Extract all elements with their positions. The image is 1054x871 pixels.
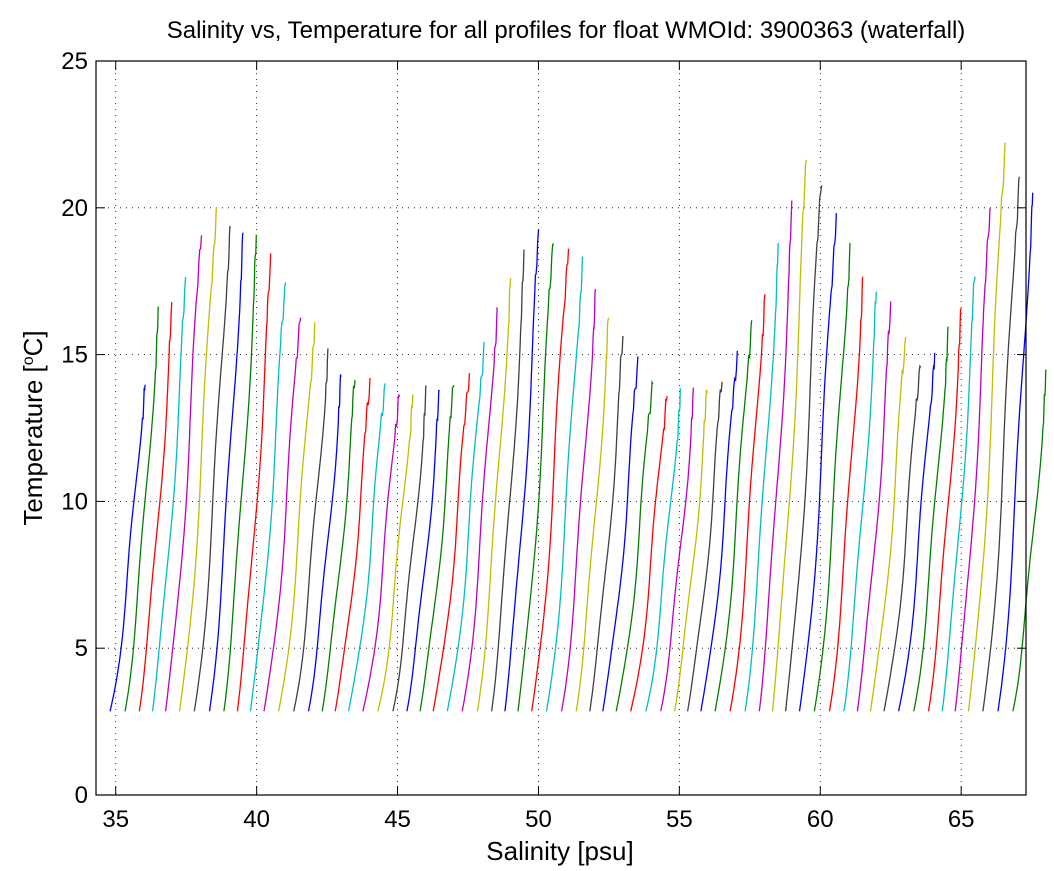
y-axis-label-tail: C] — [18, 330, 48, 356]
profile-line — [869, 336, 907, 712]
profile-line — [249, 282, 287, 712]
profile-line — [615, 379, 654, 712]
profile-line — [744, 243, 779, 712]
x-tick-label: 60 — [807, 806, 834, 833]
profile-line — [151, 277, 187, 712]
y-axis-label-main: Temperature [ — [18, 364, 48, 525]
profile-line — [828, 276, 864, 712]
profile-line — [954, 208, 991, 712]
profile-line — [293, 348, 329, 712]
y-tick-label: 10 — [61, 488, 88, 515]
profile-line — [138, 302, 173, 712]
x-tick-label: 40 — [243, 806, 270, 833]
chart-title: Salinity vs, Temperature for all profile… — [167, 17, 966, 44]
profile-line — [673, 389, 708, 712]
y-tick-label: 25 — [61, 48, 88, 75]
profile-line — [461, 306, 499, 712]
profile-line — [1012, 369, 1047, 712]
profile-line — [377, 394, 414, 712]
profile-line — [334, 377, 371, 712]
profile-line — [813, 242, 851, 712]
y-tick-label: 20 — [61, 195, 88, 222]
profile-line — [193, 225, 231, 712]
profile-line — [223, 234, 257, 712]
profile-line — [362, 394, 401, 712]
profile-line — [630, 396, 668, 712]
profile-line — [419, 384, 455, 712]
profile-line — [883, 364, 922, 712]
profile-line — [927, 308, 962, 712]
profile-line — [277, 322, 316, 712]
profile-line — [941, 276, 976, 712]
plot-area — [96, 61, 1026, 795]
profile-line — [432, 373, 471, 712]
profile-line — [997, 192, 1034, 712]
profile-line — [784, 185, 823, 712]
profile-line — [982, 176, 1021, 712]
x-axis-label: Salinity [psu] — [486, 836, 633, 866]
profile-line — [758, 200, 793, 712]
grid-lines — [96, 61, 1026, 795]
profile-line — [560, 289, 597, 712]
profile-line — [504, 229, 540, 712]
y-tick-label: 5 — [75, 635, 88, 662]
profile-line — [897, 352, 936, 712]
profile-line — [798, 213, 837, 712]
profile-line — [714, 320, 753, 712]
y-axis-label-superscript: o — [20, 356, 37, 365]
profile-line — [124, 306, 159, 712]
plot-frame — [95, 60, 1027, 796]
profile-line — [686, 381, 723, 712]
profile-line — [545, 256, 584, 712]
profile-line — [236, 253, 272, 712]
profile-line — [771, 159, 808, 712]
y-axis-label: Temperature [oC] — [18, 330, 48, 525]
x-tick-label: 45 — [384, 806, 411, 833]
profile-line — [490, 249, 525, 712]
profile-line — [321, 380, 356, 712]
x-tick-label: 50 — [525, 806, 552, 833]
x-tick-label: 65 — [948, 806, 975, 833]
profile-line — [645, 388, 681, 712]
profile-line — [589, 335, 624, 712]
y-tick-label: 0 — [75, 782, 88, 809]
profile-line — [856, 301, 892, 712]
profile-line — [406, 389, 440, 712]
axis-ticks: 35 40 45 50 55 60 65 0 5 10 15 20 25 — [61, 48, 1026, 833]
profile-line — [307, 374, 342, 712]
profile-line — [476, 278, 512, 712]
profile-line — [913, 326, 949, 712]
profile-line — [109, 384, 146, 712]
profile-line — [164, 235, 203, 712]
y-tick-label: 15 — [61, 342, 88, 369]
profile-line — [729, 294, 766, 712]
profile-line — [517, 243, 555, 712]
profile-line — [392, 385, 427, 712]
profile-line — [347, 383, 386, 712]
profile-line — [446, 341, 485, 712]
profile-line — [263, 317, 302, 712]
profile-line — [700, 350, 738, 712]
profile-line — [531, 248, 570, 712]
profile-line — [967, 142, 1006, 712]
x-tick-label: 35 — [102, 806, 129, 833]
profile-lines — [109, 142, 1047, 712]
profile-line — [843, 291, 877, 712]
profile-line — [602, 356, 639, 712]
x-tick-label: 55 — [666, 806, 693, 833]
profile-line — [575, 317, 610, 712]
profile-line — [208, 232, 244, 712]
profile-line — [660, 387, 695, 712]
profile-line — [178, 207, 217, 712]
